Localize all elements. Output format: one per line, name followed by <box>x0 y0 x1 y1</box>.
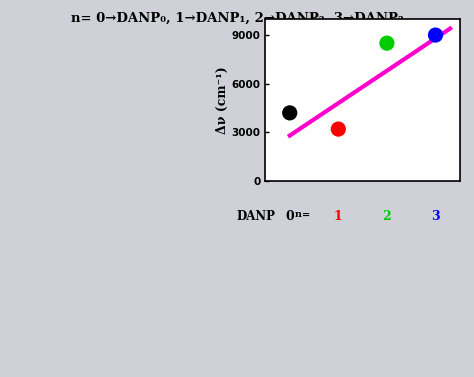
Text: 1: 1 <box>334 210 343 223</box>
Text: DANP: DANP <box>236 210 275 223</box>
Text: n= 0→DANP₀, 1→DANP₁, 2→DANP₂, 3→DANP₃: n= 0→DANP₀, 1→DANP₁, 2→DANP₂, 3→DANP₃ <box>71 11 403 24</box>
Text: 0: 0 <box>285 210 294 223</box>
Text: 2: 2 <box>383 210 391 223</box>
Text: 3: 3 <box>431 210 440 223</box>
Point <box>335 126 342 132</box>
Y-axis label: Δν (cm⁻¹): Δν (cm⁻¹) <box>216 66 229 134</box>
Point <box>286 110 293 116</box>
Point <box>432 32 439 38</box>
Text: n=: n= <box>294 210 313 219</box>
Point <box>383 40 391 46</box>
